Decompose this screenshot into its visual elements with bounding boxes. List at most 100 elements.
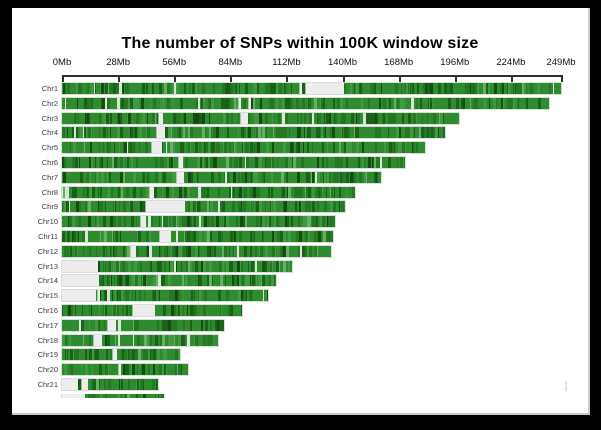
chromosome-row: Chr11 bbox=[12, 230, 588, 243]
x-axis-tick-label: 224Mb bbox=[496, 57, 526, 68]
x-axis-tick-label: 196Mb bbox=[440, 57, 470, 68]
chromosome-density-bar bbox=[61, 96, 550, 110]
x-axis-line bbox=[62, 75, 563, 77]
chromosome-label: Chr7 bbox=[41, 172, 58, 182]
chromosome-label: Chr17 bbox=[37, 320, 58, 330]
chromosome-label: Chr10 bbox=[37, 217, 58, 227]
x-axis-tick-label: 249Mb bbox=[546, 57, 576, 68]
chromosome-label: Chr20 bbox=[37, 365, 58, 375]
x-axis-tick bbox=[398, 77, 401, 82]
chromosome-density-bar bbox=[61, 363, 189, 377]
density-stripes bbox=[62, 275, 276, 287]
density-stripes bbox=[62, 260, 292, 272]
chromosome-density-bar bbox=[61, 170, 382, 184]
chromosome-label: Chr15 bbox=[37, 291, 58, 301]
chromosome-label: Chr8 bbox=[41, 187, 58, 197]
chromosome-label: Chr4 bbox=[41, 128, 58, 138]
chromosome-label: Chr5 bbox=[41, 143, 58, 153]
chromosome-density-bar bbox=[61, 289, 269, 303]
chromosome-row: Chr14 bbox=[12, 274, 588, 288]
chromosome-label: Chr21 bbox=[37, 380, 58, 389]
density-stripes bbox=[62, 142, 425, 154]
chromosome-density-bar bbox=[61, 378, 159, 391]
chromosome-label: Chr19 bbox=[37, 350, 58, 360]
chromosome-label: Chr2 bbox=[41, 98, 58, 108]
x-axis-tick-label: 0Mb bbox=[52, 57, 72, 68]
density-stripes bbox=[62, 393, 164, 398]
chromosome-density-bar bbox=[61, 274, 277, 288]
chromosome-row: Chr6 bbox=[12, 156, 588, 169]
chromosome-row: Chr21 bbox=[12, 378, 588, 391]
x-axis-tick bbox=[230, 77, 233, 82]
chromosome-density-bar bbox=[61, 185, 356, 199]
density-stripes bbox=[62, 201, 345, 213]
chromosome-label: Chr13 bbox=[37, 261, 58, 271]
chromosome-density-bar bbox=[61, 318, 225, 332]
chromosome-label: Chr3 bbox=[41, 113, 58, 123]
density-stripes bbox=[62, 364, 188, 376]
chromosome-density-bar bbox=[61, 348, 181, 362]
density-stripes bbox=[62, 231, 333, 242]
density-stripes bbox=[62, 83, 561, 94]
chromosome-row: Chr9 bbox=[12, 200, 588, 214]
density-stripes bbox=[62, 379, 158, 390]
chromosome-label: Chr18 bbox=[37, 335, 58, 345]
chromosome-label: Chr14 bbox=[37, 276, 58, 286]
chromosome-density-bar bbox=[61, 200, 346, 214]
density-stripes bbox=[62, 305, 242, 316]
density-stripes bbox=[62, 349, 180, 361]
chromosome-label: Chr9 bbox=[41, 202, 58, 212]
x-axis-tick-label: 84Mb bbox=[218, 57, 243, 68]
x-axis-tick-label: 112Mb bbox=[272, 57, 301, 68]
density-stripes bbox=[62, 245, 331, 257]
x-axis-tick bbox=[286, 77, 289, 82]
x-axis-tick-label: 140Mb bbox=[328, 57, 358, 68]
x-axis-tick bbox=[118, 77, 121, 82]
chromosome-row: Chr13 bbox=[12, 259, 588, 273]
chromosome-density-bar bbox=[61, 126, 446, 140]
chromosome-label: Chr12 bbox=[37, 246, 58, 256]
density-stripes bbox=[62, 319, 224, 331]
density-stripes bbox=[62, 216, 335, 228]
x-axis-tick bbox=[342, 77, 345, 82]
x-axis-tick-label: 56Mb bbox=[162, 57, 187, 68]
x-axis-tick bbox=[510, 77, 513, 82]
chromosome-density-bar bbox=[61, 141, 426, 155]
chromosome-label: Chr1 bbox=[41, 84, 58, 93]
chromosome-row: Chr18 bbox=[12, 333, 588, 347]
chromosome-density-bar bbox=[61, 259, 293, 273]
chromosome-row: Chr16 bbox=[12, 304, 588, 317]
chromosome-row: Chr15 bbox=[12, 289, 588, 303]
density-stripes bbox=[62, 97, 549, 109]
plot-canvas: The number of SNPs within 100K window si… bbox=[12, 8, 590, 415]
chromosome-row: Chr10 bbox=[12, 215, 588, 229]
x-axis-tick-label: 168Mb bbox=[384, 57, 414, 68]
chromosome-density-bar bbox=[61, 304, 243, 317]
x-axis-tick-label: 28Mb bbox=[106, 57, 130, 68]
x-axis-tick bbox=[561, 77, 563, 82]
chromosome-density-bar bbox=[61, 215, 336, 229]
x-axis-tick bbox=[454, 77, 457, 82]
chromosome-density-bar bbox=[61, 230, 334, 243]
scrollbar-thumb[interactable] bbox=[565, 381, 567, 391]
chromosome-row: Chr20 bbox=[12, 363, 588, 377]
chromosome-row: Chr19 bbox=[12, 348, 588, 362]
chromosome-density-bar bbox=[61, 82, 562, 95]
chromosome-row: Chr8 bbox=[12, 185, 588, 199]
chromosome-label: Chr6 bbox=[41, 158, 58, 167]
chromosome-density-bar bbox=[61, 244, 332, 258]
chromosome-row: Chr7 bbox=[12, 170, 588, 184]
chromosome-density-bar bbox=[61, 111, 460, 125]
chromosome-label: Chr16 bbox=[37, 306, 58, 315]
chromosome-row: Chr2 bbox=[12, 96, 588, 110]
chromosome-row: Chr5 bbox=[12, 141, 588, 155]
density-stripes bbox=[62, 334, 218, 346]
chromosome-density-bar bbox=[61, 156, 406, 169]
chromosome-row: Chr4 bbox=[12, 126, 588, 140]
chromosome-row: Chr12 bbox=[12, 244, 588, 258]
density-stripes bbox=[62, 157, 405, 168]
x-axis-tick bbox=[174, 77, 177, 82]
chromosome-row: Chr3 bbox=[12, 111, 588, 125]
chromosome-row: Chr1 bbox=[12, 82, 588, 95]
